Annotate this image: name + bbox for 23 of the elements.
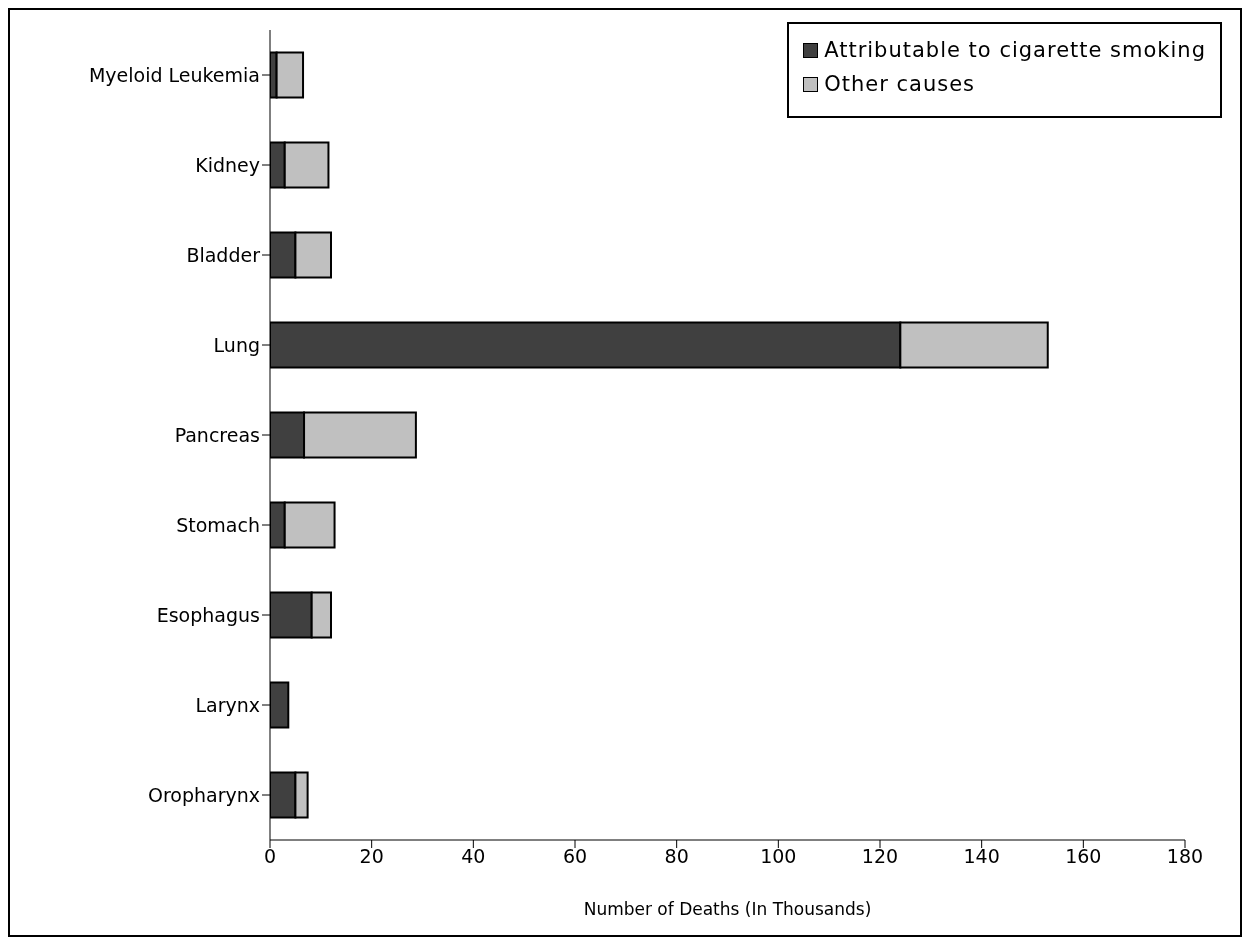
x-tick-label: 180 <box>1166 845 1204 868</box>
bar <box>275 51 305 99</box>
x-tick-label: 20 <box>359 845 384 868</box>
y-tick-label: Oropharynx <box>147 783 260 806</box>
y-tick-label: Pancreas <box>174 423 260 446</box>
y-tick-label: Kidney <box>195 153 260 176</box>
legend-label: Other causes <box>824 72 976 96</box>
y-tick-label: Lung <box>213 333 260 356</box>
x-tick-label: 120 <box>861 845 899 868</box>
y-tick-label: Myeloid Leukemia <box>88 63 260 86</box>
x-tick-label: 0 <box>263 845 277 868</box>
x-tick-label: 100 <box>760 845 797 868</box>
x-tick-label: 160 <box>1065 845 1102 868</box>
y-tick-label: Stomach <box>176 513 260 536</box>
x-tick-label: 40 <box>461 845 486 868</box>
x-axis-title: Number of Deaths (In Thousands) <box>583 899 872 919</box>
y-tick-label: Esophagus <box>156 603 260 626</box>
x-tick-label: 80 <box>664 845 689 868</box>
x-tick-label: 60 <box>562 845 588 868</box>
y-tick-label: Larynx <box>195 693 260 716</box>
y-tick-label: Bladder <box>186 243 261 266</box>
x-tick-label: 140 <box>963 845 1000 868</box>
legend-label: Attributable to cigarette smoking <box>824 38 1206 62</box>
